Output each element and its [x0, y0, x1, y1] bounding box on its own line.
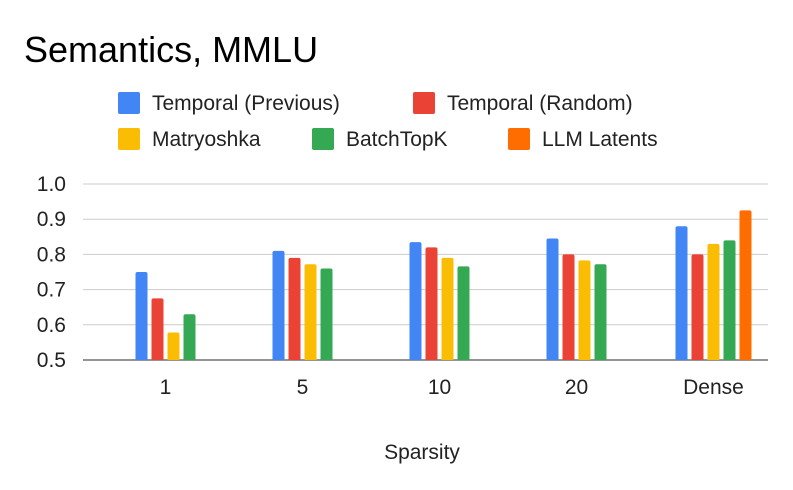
bar-5-series-1 — [288, 257, 301, 360]
y-axis: 0.5 0.6 0.7 0.8 0.9 1.0 — [37, 173, 66, 372]
y-tick-label-2: 0.7 — [37, 279, 66, 302]
legend-label-4: LLM Latents — [542, 128, 658, 151]
bar-1-series-1 — [151, 298, 164, 360]
y-tick-label-1: 0.6 — [37, 314, 66, 337]
bar-10-series-0 — [409, 242, 422, 360]
y-tick-label-4: 0.9 — [37, 208, 66, 231]
legend: Temporal (Previous) Temporal (Random) Matr… — [118, 92, 658, 151]
bar-10-series-1 — [425, 247, 438, 360]
bar-dense-series-1 — [691, 254, 704, 360]
bar-dense-series-2 — [707, 243, 720, 360]
bar-20-series-0 — [546, 238, 559, 360]
bar-dense-series-0 — [675, 226, 688, 360]
bar-1-series-2 — [167, 332, 180, 360]
legend-swatch-2 — [118, 128, 140, 150]
legend-swatch-1 — [413, 92, 435, 114]
x-axis: 1 5 10 20 Dense — [160, 376, 744, 399]
legend-swatch-0 — [118, 92, 140, 114]
bar-10-series-2 — [441, 257, 454, 360]
bar-20-series-2 — [578, 260, 591, 360]
legend-label-3: BatchTopK — [346, 128, 448, 151]
x-axis-title: Sparsity — [384, 441, 460, 464]
plot-area — [135, 210, 752, 360]
bar-dense-series-4 — [739, 210, 752, 360]
bar-20-series-3 — [594, 264, 607, 360]
x-tick-label-3: 20 — [565, 376, 588, 399]
legend-label-2: Matryoshka — [152, 128, 261, 151]
bar-1-series-3 — [183, 314, 196, 360]
y-tick-label-0: 0.5 — [37, 349, 66, 372]
bar-20-series-1 — [562, 254, 575, 360]
bar-5-series-2 — [304, 264, 317, 360]
x-tick-label-0: 1 — [160, 376, 172, 399]
bar-5-series-3 — [320, 268, 333, 360]
y-tick-label-5: 1.0 — [37, 173, 66, 196]
legend-label-1: Temporal (Random) — [447, 92, 633, 115]
x-tick-label-2: 10 — [428, 376, 451, 399]
legend-label-0: Temporal (Previous) — [152, 92, 340, 115]
bar-10-series-3 — [457, 266, 470, 360]
bar-dense-series-3 — [723, 240, 736, 360]
bar-1-series-0 — [135, 272, 148, 360]
x-tick-label-1: 5 — [297, 376, 309, 399]
chart-title: Semantics, MMLU — [24, 29, 318, 70]
legend-swatch-4 — [508, 128, 530, 150]
legend-swatch-3 — [312, 128, 334, 150]
x-tick-label-4: Dense — [683, 376, 744, 399]
bar-5-series-0 — [272, 250, 285, 360]
y-tick-label-3: 0.8 — [37, 243, 66, 266]
